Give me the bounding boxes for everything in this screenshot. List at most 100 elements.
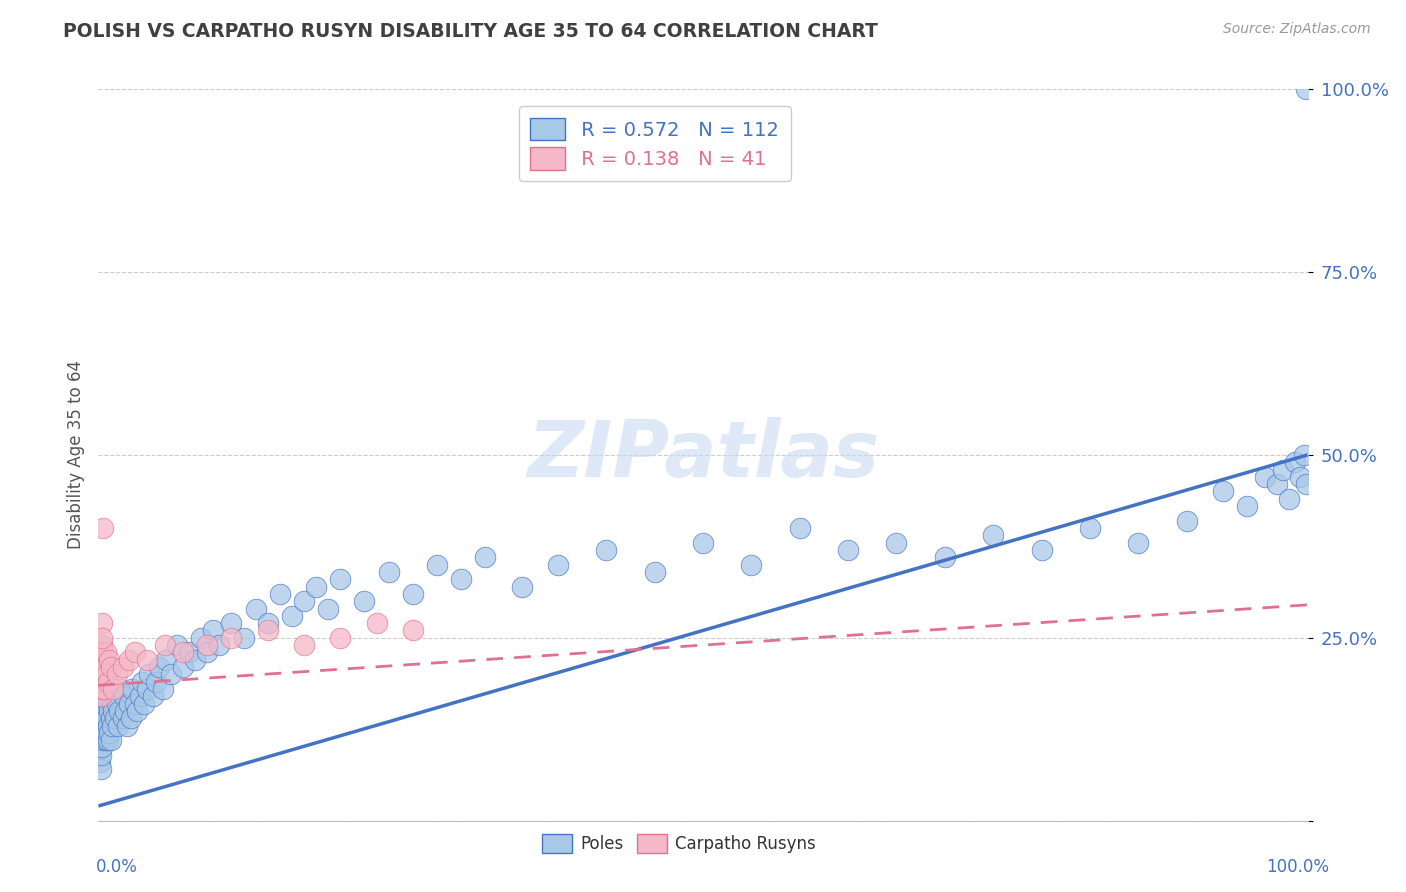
Point [305,580,328,594]
Point [100,711,122,725]
Legend: Poles, Carpatho Rusyns: Poles, Carpatho Rusyns [536,827,823,860]
Point [128,690,150,704]
Point [91,616,114,631]
Point [377,565,399,579]
Point [138,667,160,681]
Point [91,681,114,696]
Point [256,624,278,638]
Point [1289,470,1312,484]
Point [153,638,176,652]
Point [98,653,121,667]
Point [426,558,449,572]
Point [100,733,122,747]
Point [595,543,617,558]
Point [89,726,111,740]
Point [104,711,127,725]
Point [121,681,143,696]
Point [256,616,278,631]
Point [118,653,141,667]
Point [90,690,112,704]
Y-axis label: Disability Age 35 to 64: Disability Age 35 to 64 [66,360,84,549]
Point [1295,477,1317,491]
Point [94,704,117,718]
Text: Source: ZipAtlas.com: Source: ZipAtlas.com [1223,22,1371,37]
Point [90,660,112,674]
Point [90,718,112,732]
Point [91,660,114,674]
Point [166,638,188,652]
Point [221,616,243,631]
Point [97,697,120,711]
Point [101,704,124,718]
Point [91,711,114,725]
Point [120,711,142,725]
Point [135,681,157,696]
Point [91,704,114,718]
Point [93,653,115,667]
Point [172,645,194,659]
Point [402,624,425,638]
Point [221,631,243,645]
Point [89,653,111,667]
Point [934,550,956,565]
Point [366,616,388,631]
Point [195,645,218,659]
Point [450,572,472,586]
Point [90,763,112,777]
Point [474,550,496,565]
Point [644,565,666,579]
Point [316,601,339,615]
Point [1272,462,1295,476]
Point [981,528,1004,542]
Point [1128,535,1150,549]
Point [172,660,194,674]
Point [329,572,352,586]
Point [111,660,134,674]
Point [91,645,114,659]
Point [124,697,146,711]
Point [118,697,141,711]
Point [131,674,153,689]
Point [90,645,112,659]
Point [96,711,118,725]
Point [105,667,128,681]
Point [1267,477,1289,491]
Point [269,587,291,601]
Point [94,733,117,747]
Text: POLISH VS CARPATHO RUSYN DISABILITY AGE 35 TO 64 CORRELATION CHART: POLISH VS CARPATHO RUSYN DISABILITY AGE … [63,22,879,41]
Point [152,681,174,696]
Point [1175,514,1198,528]
Point [91,718,114,732]
Point [97,733,120,747]
Point [90,674,112,689]
Point [97,674,120,689]
Point [93,681,115,696]
Point [1236,499,1258,513]
Point [91,740,114,755]
Point [91,667,114,681]
Point [91,631,114,645]
Point [94,660,117,674]
Point [1292,448,1315,462]
Point [547,558,569,572]
Point [148,660,170,674]
Point [1254,470,1277,484]
Point [89,681,111,696]
Text: ZIPatlas: ZIPatlas [527,417,879,493]
Point [91,667,114,681]
Point [91,733,114,747]
Point [184,653,207,667]
Point [134,697,156,711]
Point [245,601,267,615]
Point [1295,82,1317,96]
Point [292,638,315,652]
Point [91,681,114,696]
Point [91,653,114,667]
Point [329,631,352,645]
Point [107,718,129,732]
Point [100,660,122,674]
Point [90,733,112,747]
Point [89,667,111,681]
Point [91,690,114,704]
Point [103,690,125,704]
